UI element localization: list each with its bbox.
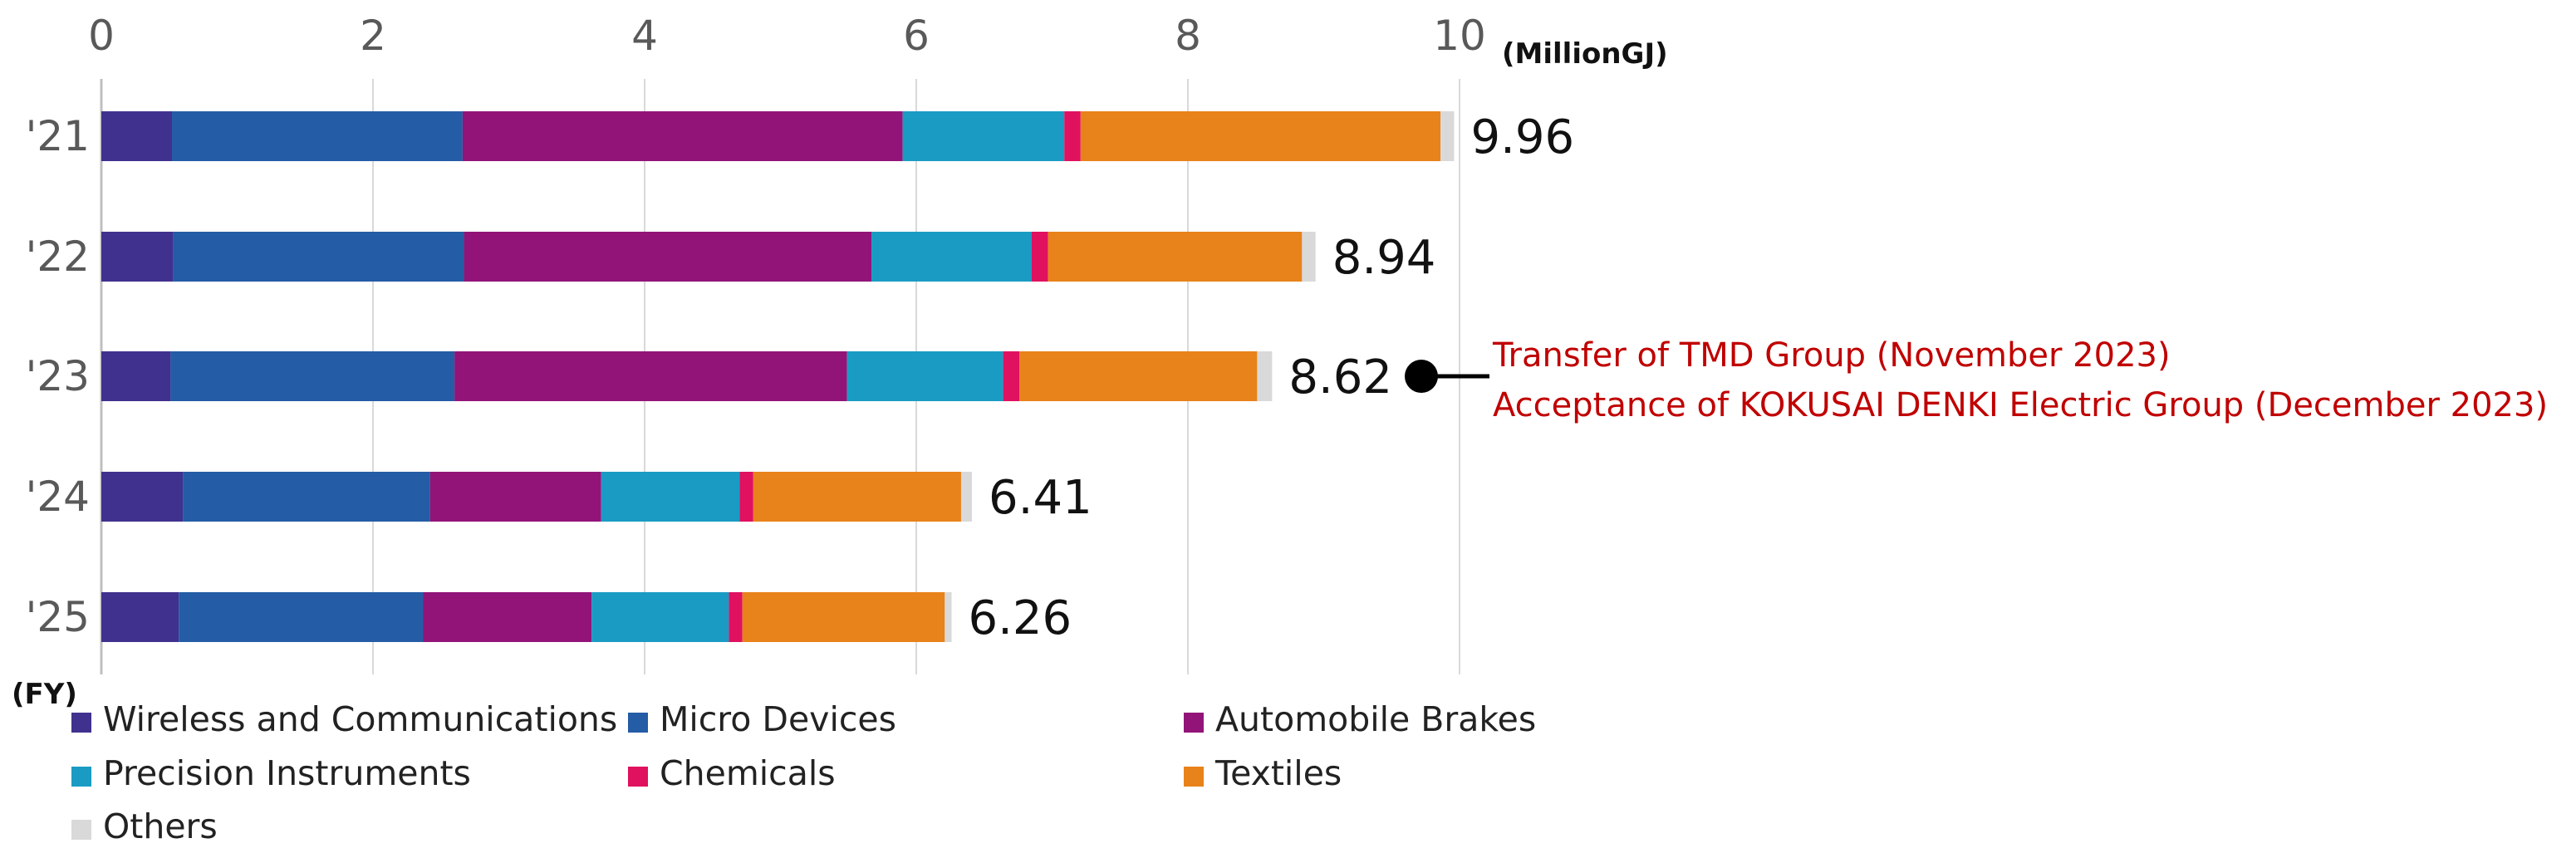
bar-segment [101,472,184,522]
legend-swatch [628,713,648,733]
legend-label: Others [103,806,218,846]
bar-segment [462,111,903,161]
bar-segment [1019,351,1258,401]
x-tick-label: 4 [631,12,658,60]
x-tick-label: 10 [1433,12,1486,60]
legend-label: Chemicals [660,753,836,793]
total-label: 8.62 [1288,351,1392,404]
bar-segment [1031,232,1048,282]
total-labels: 9.96 8.94 8.62 6.41 6.26 [969,110,1575,645]
bar-segment [945,592,952,642]
legend-item: Textiles [1184,753,1342,793]
bar-segment [172,111,463,161]
bar-segment [742,592,945,642]
bar-segment [846,351,1003,401]
legend-item: Precision Instruments [71,753,471,793]
bar-segments [101,111,1455,642]
legend-item: Chemicals [628,753,836,793]
legend-label: Precision Instruments [103,753,471,793]
total-label: 6.41 [989,471,1092,525]
legend-swatch [1184,767,1204,787]
bar-segment [183,472,430,522]
bar-segment [753,472,961,522]
bar-segment [101,111,173,161]
x-axis-tick-labels: 0 2 4 6 8 10 [88,12,1486,60]
legend-swatch [71,713,91,733]
category-label: '25 [26,593,90,641]
legend-swatch [71,767,91,787]
bar-segment [729,592,743,642]
category-label: '21 [26,112,90,160]
legend-item: Automobile Brakes [1184,699,1536,739]
legend-label: Automobile Brakes [1215,699,1536,739]
category-label: '23 [26,352,90,400]
legend: Wireless and Communications Micro Devices… [71,699,1536,846]
bar-segment [464,232,872,282]
bar-segment [902,111,1065,161]
category-label: '22 [26,233,90,281]
legend-item: Micro Devices [628,699,896,739]
total-label: 6.26 [969,591,1072,645]
legend-label: Micro Devices [660,699,896,739]
x-tick-label: 6 [903,12,930,60]
category-label: '24 [26,473,90,521]
legend-item: Wireless and Communications [71,699,617,739]
y-axis-label: (FY) [12,678,77,711]
legend-swatch [1184,713,1204,733]
bar-segment [1048,232,1303,282]
bar-segment [1080,111,1441,161]
x-tick-label: 0 [88,12,115,60]
x-tick-label: 2 [360,12,386,60]
legend-label: Wireless and Communications [103,699,617,739]
category-labels: '21 '22 '23 '24 '25 [26,112,90,641]
bar-segment [423,592,592,642]
x-tick-label: 8 [1175,12,1201,60]
annotation-line-1: Transfer of TMD Group (November 2023) [1492,336,2171,375]
x-axis-unit-label: (MillionGJ) [1502,37,1668,71]
bar-segment [601,472,740,522]
total-label: 9.96 [1470,110,1574,164]
bar-segment [1064,111,1081,161]
annotation: Transfer of TMD Group (November 2023) Ac… [1405,336,2548,424]
bar-segment [101,351,171,401]
bar-segment [739,472,753,522]
total-label: 8.94 [1332,231,1436,285]
bar-segment [1003,351,1020,401]
annotation-line-2: Acceptance of KOKUSAI DENKI Electric Gro… [1493,386,2548,424]
bar-segment [1302,232,1316,282]
bar-segment [960,472,973,522]
bar-segment [179,592,424,642]
bar-segment [454,351,847,401]
legend-swatch [628,767,648,787]
legend-item: Others [71,806,218,846]
bar-segment [591,592,729,642]
legend-swatch [71,820,91,840]
bar-segment [101,232,174,282]
bar-segment [871,232,1032,282]
legend-label: Textiles [1214,753,1342,793]
bar-segment [1440,111,1455,161]
bar-segment [173,232,464,282]
bar-segment [170,351,455,401]
bar-segment [101,592,179,642]
bar-segment [429,472,601,522]
bar-segment [1257,351,1273,401]
